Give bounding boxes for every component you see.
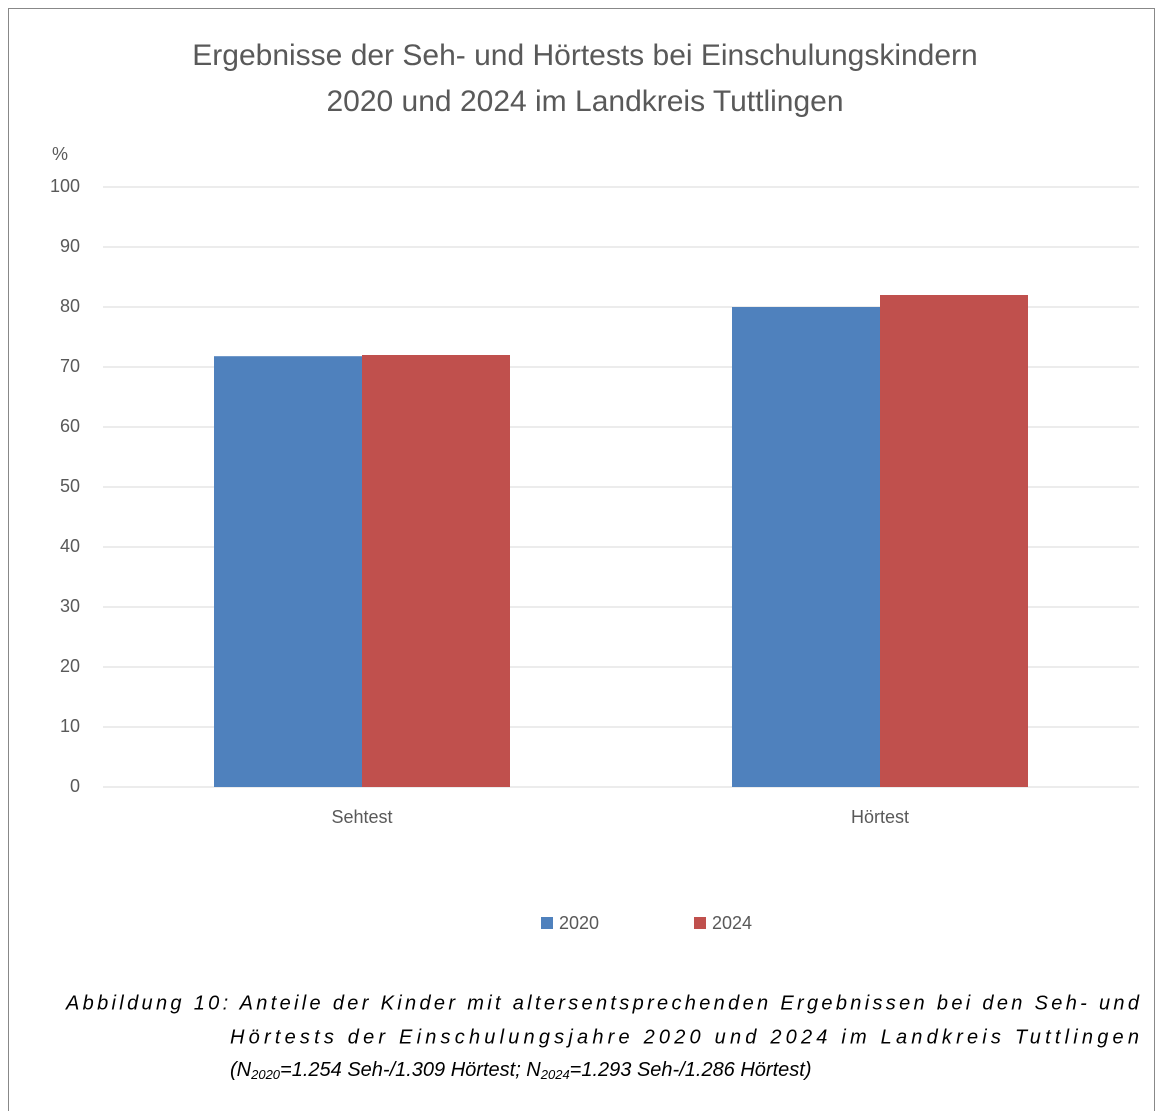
y-tick-label: 90 (60, 236, 80, 256)
bar (880, 295, 1028, 787)
caption-part: =1.293 Seh-/1.286 Hörtest) (570, 1059, 812, 1081)
legend-swatch (694, 917, 706, 929)
y-tick-label: 20 (60, 656, 80, 676)
y-tick-label: 80 (60, 296, 80, 316)
caption-subscript: 2020 (250, 1067, 281, 1082)
y-tick-label: 40 (60, 536, 80, 556)
caption-part: =1.254 Seh-/1.309 Hörtest; N (280, 1059, 541, 1081)
x-tick-label: Sehtest (331, 807, 392, 827)
y-tick-label: 30 (60, 596, 80, 616)
caption-line: (N2020=1.254 Seh-/1.309 Hörtest; N2024=1… (230, 1059, 812, 1082)
frame (8, 8, 1155, 1111)
legend-label: 2024 (712, 913, 752, 933)
chart-title: 2020 und 2024 im Landkreis Tuttlingen (326, 85, 843, 118)
y-tick-label: 60 (60, 416, 80, 436)
y-axis-label: % (52, 144, 68, 164)
y-tick-label: 70 (60, 356, 80, 376)
caption-subscript: 2024 (540, 1067, 570, 1082)
y-tick-label: 100 (50, 176, 80, 196)
legend-swatch (541, 917, 553, 929)
caption-line: Abbildung 10: Anteile der Kinder mit alt… (65, 992, 1140, 1014)
y-tick-label: 0 (70, 776, 80, 796)
caption-line: Hörtests der Einschulungsjahre 2020 und … (230, 1026, 1139, 1048)
bar (732, 307, 880, 787)
legend-label: 2020 (559, 913, 599, 933)
x-tick-label: Hörtest (851, 807, 909, 827)
caption-part: (N (230, 1059, 252, 1081)
y-tick-label: 10 (60, 716, 80, 736)
bar (362, 355, 510, 787)
bar (214, 356, 362, 787)
y-tick-label: 50 (60, 476, 80, 496)
chart-title: Ergebnisse der Seh- und Hörtests bei Ein… (192, 39, 977, 72)
